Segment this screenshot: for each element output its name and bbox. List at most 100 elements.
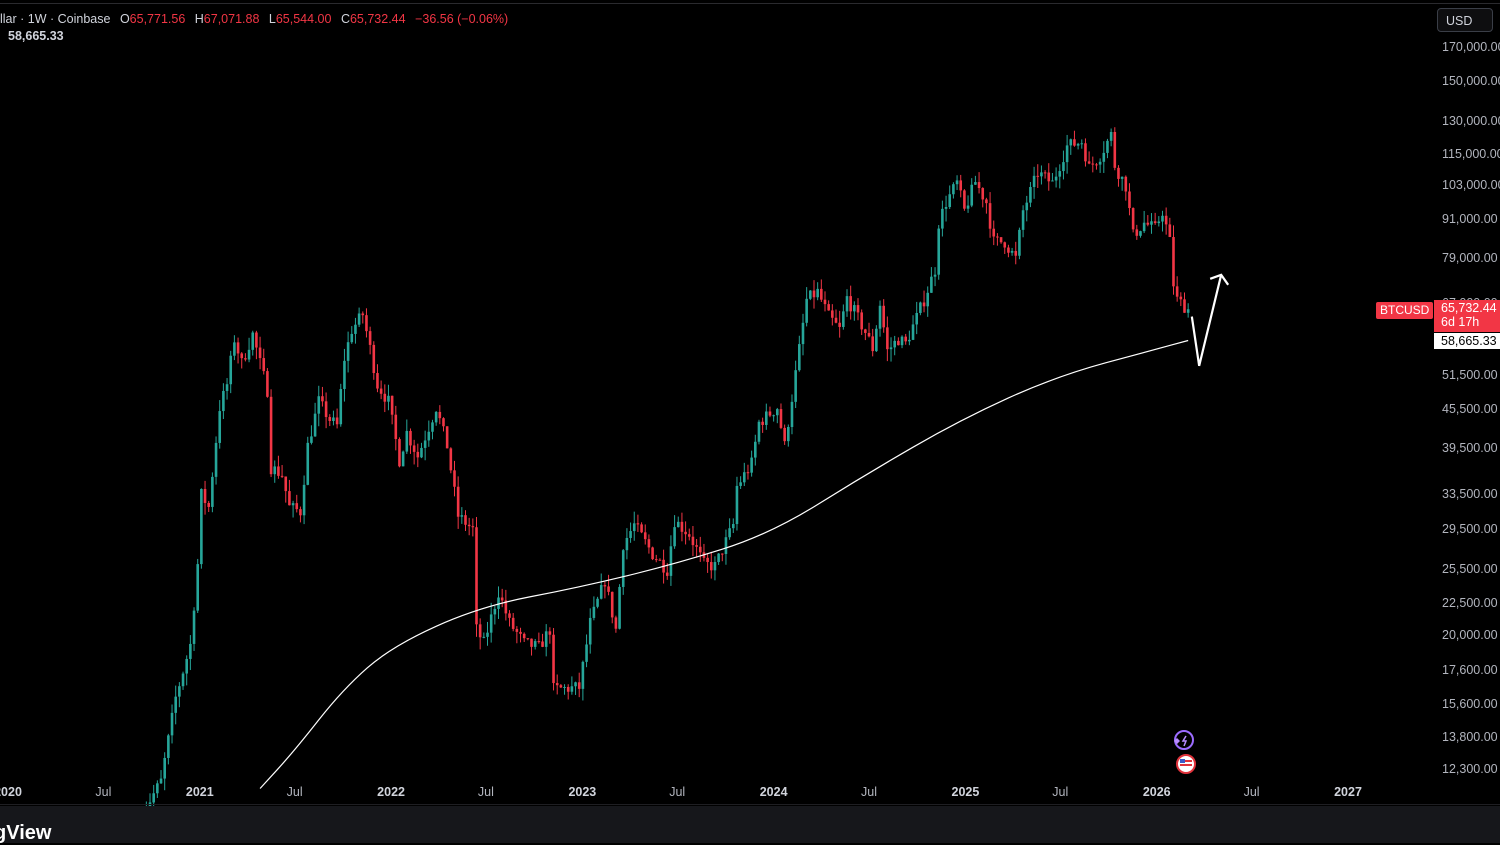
candle-body — [266, 371, 269, 397]
candle-body — [581, 661, 585, 689]
candle-body — [163, 757, 166, 779]
candle-body — [343, 360, 346, 389]
candle-body — [544, 631, 548, 647]
price-tick-label: 33,500.00 — [1442, 486, 1498, 501]
candle-body — [1029, 187, 1032, 203]
candle-body — [339, 388, 343, 425]
candle-body — [886, 327, 889, 350]
candle-body — [1172, 237, 1175, 287]
candle-body — [456, 486, 460, 517]
candle-body — [948, 194, 952, 208]
candle-body — [728, 528, 731, 538]
candle-body — [1032, 175, 1036, 188]
candle-body — [295, 503, 299, 510]
candle-body — [1183, 299, 1186, 313]
candle-body — [196, 564, 200, 611]
candle-body — [790, 401, 794, 427]
candle-body — [647, 539, 651, 548]
candle-body — [691, 536, 695, 546]
candle-body — [383, 393, 387, 402]
candle-body — [669, 546, 673, 576]
candle-body — [1179, 296, 1183, 300]
candle-body — [654, 559, 658, 561]
candle-body — [548, 631, 552, 635]
candle-body — [508, 613, 511, 618]
candle-body — [816, 288, 819, 298]
time-tick-label: 2020 — [0, 785, 22, 799]
candle-body — [878, 305, 882, 329]
candle-body — [621, 550, 625, 587]
candle-body — [742, 472, 746, 483]
candle-body — [354, 324, 357, 334]
candle-body — [1065, 145, 1069, 163]
candle-body — [603, 585, 607, 587]
candle-body — [442, 418, 445, 427]
symbol-title: llar · 1W · Coinbase — [0, 12, 111, 26]
candle-body — [904, 336, 908, 342]
candle-body — [831, 310, 834, 318]
close-label: C — [340, 12, 350, 26]
price-tick-label: 25,500.00 — [1442, 561, 1498, 576]
candle-body — [387, 395, 390, 402]
price-tick-label: 45,500.00 — [1442, 402, 1498, 417]
candle-body — [552, 634, 555, 684]
candle-body — [152, 793, 155, 803]
candle-body — [849, 296, 852, 312]
candle-body — [794, 370, 797, 402]
time-tick-label: 2022 — [377, 785, 405, 799]
ohlc-legend: llar · 1W · Coinbase O65,771.56 H67,071.… — [0, 12, 508, 26]
candle-body — [390, 395, 394, 415]
candle-body — [497, 597, 500, 609]
candle-body — [335, 417, 339, 425]
candle-body — [258, 347, 262, 359]
candle-body — [944, 207, 948, 209]
candle-body — [306, 442, 310, 485]
price-tick-label: 79,000.00 — [1442, 250, 1498, 265]
candles-layer — [141, 127, 1190, 827]
currency-selector[interactable]: USD — [1437, 8, 1493, 32]
candle-body — [805, 298, 808, 323]
last-price-tag: 65,732.44 6d 17h — [1434, 300, 1500, 332]
price-tick-label: 29,500.00 — [1442, 521, 1498, 536]
candle-body — [511, 617, 515, 629]
candle-body — [262, 358, 266, 372]
candle-body — [1128, 191, 1131, 209]
candle-body — [203, 488, 207, 503]
candle-body — [919, 302, 922, 313]
candle-body — [1054, 176, 1058, 181]
price-tick-label: 170,000.00 — [1442, 40, 1500, 54]
candle-body — [1161, 215, 1164, 222]
candle-body — [651, 547, 654, 560]
candle-body — [959, 180, 963, 191]
candle-body — [720, 553, 724, 555]
price-tick-label: 51,500.00 — [1442, 368, 1498, 383]
candle-body — [834, 317, 838, 323]
candle-body — [416, 451, 420, 458]
candle-body — [288, 491, 291, 506]
candle-body — [933, 274, 937, 277]
price-tick-label: 130,000.00 — [1442, 113, 1500, 128]
candle-body — [313, 413, 317, 437]
candle-body — [478, 624, 482, 638]
candle-body — [911, 324, 915, 340]
candle-body — [900, 336, 904, 346]
candle-body — [1142, 222, 1146, 232]
candle-body — [328, 417, 332, 421]
last-price-value: 65,732.44 — [1441, 301, 1497, 315]
candle-body — [577, 682, 581, 689]
candle-body — [838, 322, 841, 327]
price-tick-label: 39,500.00 — [1442, 441, 1498, 456]
candle-body — [1098, 161, 1102, 165]
candle-body — [1102, 152, 1106, 162]
candle-body — [174, 696, 177, 713]
candle-body — [768, 411, 772, 416]
open-label: O — [119, 12, 130, 26]
candle-body — [156, 783, 159, 794]
candle-body — [1139, 231, 1142, 236]
price-tick-label: 103,000.00 — [1442, 177, 1500, 192]
candle-body — [350, 333, 354, 343]
candle-body — [409, 430, 412, 446]
candle-body — [537, 641, 541, 643]
